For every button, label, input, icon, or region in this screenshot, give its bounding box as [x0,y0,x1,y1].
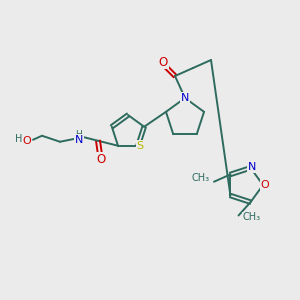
Text: S: S [136,141,144,151]
Text: O: O [261,180,269,190]
Text: O: O [96,153,106,166]
Text: N: N [75,135,83,145]
Text: CH₃: CH₃ [192,173,210,183]
Text: O: O [158,56,168,68]
Text: H: H [15,134,23,144]
Text: N: N [248,162,257,172]
Text: N: N [181,93,189,103]
Text: O: O [22,136,32,146]
Text: H: H [75,130,81,139]
Text: CH₃: CH₃ [242,212,261,223]
